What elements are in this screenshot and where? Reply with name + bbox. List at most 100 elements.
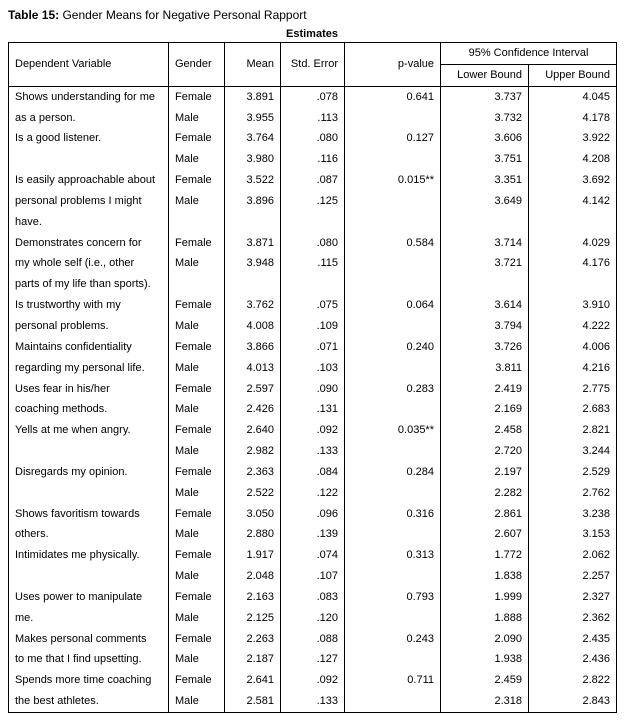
mean-cell: 3.866 — [225, 337, 281, 358]
upper-cell: 4.178 — [529, 108, 617, 129]
upper-cell: 2.762 — [529, 483, 617, 504]
pvalue-cell: 0.064 — [345, 295, 441, 316]
gender-cell: Female — [169, 670, 225, 691]
upper-cell: 3.244 — [529, 441, 617, 462]
gender-cell — [169, 274, 225, 295]
gender-cell: Male — [169, 524, 225, 545]
gender-cell — [169, 212, 225, 233]
pvalue-cell — [345, 649, 441, 670]
upper-cell: 4.029 — [529, 233, 617, 254]
gender-cell: Male — [169, 608, 225, 629]
pvalue-cell: 0.313 — [345, 545, 441, 566]
mean-cell — [225, 274, 281, 295]
upper-cell: 2.821 — [529, 420, 617, 441]
upper-cell: 2.683 — [529, 399, 617, 420]
dep-variable: personal problems. — [9, 316, 169, 337]
mean-cell: 2.522 — [225, 483, 281, 504]
col-se: Std. Error — [281, 43, 345, 87]
gender-cell: Male — [169, 316, 225, 337]
upper-cell: 2.822 — [529, 670, 617, 691]
stderr-cell: .080 — [281, 128, 345, 149]
stderr-cell: .116 — [281, 149, 345, 170]
gender-cell: Male — [169, 649, 225, 670]
pvalue-cell: 0.641 — [345, 86, 441, 107]
dep-variable: Demonstrates concern for — [9, 233, 169, 254]
dep-variable: Uses power to manipulate — [9, 587, 169, 608]
stderr-cell — [281, 274, 345, 295]
dep-variable — [9, 149, 169, 170]
mean-cell: 4.008 — [225, 316, 281, 337]
dep-variable: parts of my life than sports). — [9, 274, 169, 295]
lower-cell: 2.419 — [441, 379, 529, 400]
lower-cell: 3.737 — [441, 86, 529, 107]
gender-cell: Female — [169, 379, 225, 400]
mean-cell: 3.955 — [225, 108, 281, 129]
pvalue-cell — [345, 108, 441, 129]
mean-cell: 3.762 — [225, 295, 281, 316]
lower-cell: 1.938 — [441, 649, 529, 670]
lower-cell: 2.282 — [441, 483, 529, 504]
lower-cell: 1.772 — [441, 545, 529, 566]
pvalue-cell — [345, 566, 441, 587]
pvalue-cell: 0.240 — [345, 337, 441, 358]
dep-variable: the best athletes. — [9, 691, 169, 712]
caption-label: Table 15: — [8, 8, 59, 22]
dep-variable: Shows favoritism towards — [9, 504, 169, 525]
pvalue-cell — [345, 524, 441, 545]
pvalue-cell: 0.127 — [345, 128, 441, 149]
lower-cell: 3.794 — [441, 316, 529, 337]
gender-cell: Female — [169, 420, 225, 441]
mean-cell: 2.982 — [225, 441, 281, 462]
upper-cell: 2.062 — [529, 545, 617, 566]
stderr-cell: .103 — [281, 358, 345, 379]
col-upper: Upper Bound — [529, 64, 617, 86]
gender-cell: Female — [169, 233, 225, 254]
upper-cell: 2.775 — [529, 379, 617, 400]
pvalue-cell — [345, 212, 441, 233]
upper-cell: 4.208 — [529, 149, 617, 170]
pvalue-cell — [345, 608, 441, 629]
dep-variable: others. — [9, 524, 169, 545]
pvalue-cell: 0.035** — [345, 420, 441, 441]
caption-text: Gender Means for Negative Personal Rappo… — [59, 8, 306, 22]
lower-cell: 3.614 — [441, 295, 529, 316]
dep-variable: Is a good listener. — [9, 128, 169, 149]
gender-cell: Female — [169, 545, 225, 566]
stderr-cell: .127 — [281, 649, 345, 670]
gender-cell: Male — [169, 691, 225, 712]
dep-variable: Intimidates me physically. — [9, 545, 169, 566]
table-caption: Table 15: Gender Means for Negative Pers… — [8, 8, 616, 22]
lower-cell: 2.458 — [441, 420, 529, 441]
pvalue-cell — [345, 358, 441, 379]
upper-cell: 2.436 — [529, 649, 617, 670]
mean-cell: 2.426 — [225, 399, 281, 420]
pvalue-cell — [345, 483, 441, 504]
dep-variable: Makes personal comments — [9, 629, 169, 650]
dep-variable: my whole self (i.e., other — [9, 253, 169, 274]
stderr-cell — [281, 212, 345, 233]
lower-cell: 1.838 — [441, 566, 529, 587]
lower-cell: 2.607 — [441, 524, 529, 545]
pvalue-cell — [345, 191, 441, 212]
pvalue-cell — [345, 691, 441, 712]
mean-cell: 2.163 — [225, 587, 281, 608]
upper-cell: 4.216 — [529, 358, 617, 379]
upper-cell — [529, 212, 617, 233]
stderr-cell: .133 — [281, 691, 345, 712]
lower-cell: 2.861 — [441, 504, 529, 525]
gender-cell: Female — [169, 295, 225, 316]
upper-cell: 3.910 — [529, 295, 617, 316]
lower-cell: 2.720 — [441, 441, 529, 462]
lower-cell: 3.751 — [441, 149, 529, 170]
upper-cell: 3.692 — [529, 170, 617, 191]
dep-variable: Yells at me when angry. — [9, 420, 169, 441]
mean-cell: 2.363 — [225, 462, 281, 483]
pvalue-cell — [345, 316, 441, 337]
stderr-cell: .113 — [281, 108, 345, 129]
lower-cell: 1.888 — [441, 608, 529, 629]
gender-cell: Male — [169, 191, 225, 212]
mean-cell: 2.187 — [225, 649, 281, 670]
lower-cell: 2.169 — [441, 399, 529, 420]
stderr-cell: .133 — [281, 441, 345, 462]
stderr-cell: .115 — [281, 253, 345, 274]
